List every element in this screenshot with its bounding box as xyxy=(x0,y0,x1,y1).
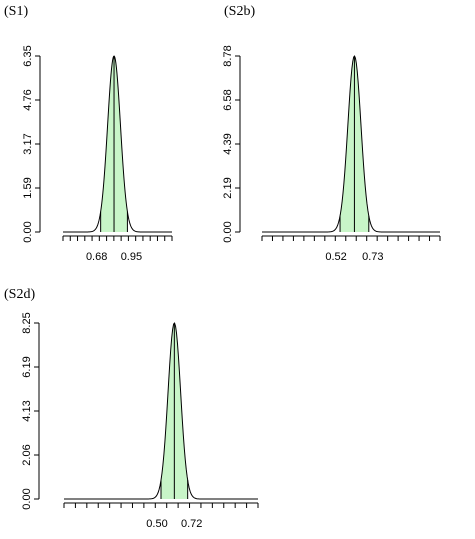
y-tick-label: 2.19 xyxy=(222,177,234,198)
plot-area: 0.00 2.19 4.39 6.58 8.78 0.52 0.73 xyxy=(222,45,441,263)
density-curve xyxy=(64,322,258,500)
panel-s1: (S1) 0.00 1.59 3.17 4.76 6.35 0.68 0.95 xyxy=(4,4,173,263)
y-tick-label: 4.76 xyxy=(22,89,34,110)
y-tick-label: 3.17 xyxy=(22,133,34,154)
y-tick-label: 6.19 xyxy=(21,356,33,377)
density-curve xyxy=(262,55,440,233)
y-tick-label: 0.00 xyxy=(22,221,34,242)
density-curve xyxy=(63,55,172,233)
x-tick-label: 0.52 xyxy=(325,251,346,263)
y-tick-label: 1.59 xyxy=(22,177,34,198)
y-tick-label: 4.13 xyxy=(21,400,33,421)
y-tick-label: 8.25 xyxy=(21,312,33,333)
panel-title: (S2b) xyxy=(224,4,255,19)
panel-title: (S1) xyxy=(4,4,28,19)
x-tick-label: 0.50 xyxy=(146,518,167,530)
y-tick-label: 0.00 xyxy=(21,488,33,509)
x-tick-label: 0.73 xyxy=(362,251,383,263)
y-tick-label: 6.35 xyxy=(22,45,34,66)
y-tick-label: 2.06 xyxy=(21,444,33,465)
x-tick-label: 0.95 xyxy=(121,251,142,263)
plot-area: 0.00 1.59 3.17 4.76 6.35 0.68 0.95 xyxy=(22,45,173,263)
panel-s2d: (S2d) 0.00 2.06 4.13 6.19 8.25 0.50 0.72 xyxy=(4,287,259,530)
y-tick-label: 4.39 xyxy=(222,133,234,154)
y-tick-label: 6.58 xyxy=(222,89,234,110)
plot-area: 0.00 2.06 4.13 6.19 8.25 0.50 0.72 xyxy=(21,312,259,530)
panel-s2b: (S2b) 0.00 2.19 4.39 6.58 8.78 0.52 0.73 xyxy=(222,4,441,263)
panel-title: (S2d) xyxy=(4,287,35,302)
x-tick-label: 0.68 xyxy=(86,251,107,263)
x-tick-label: 0.72 xyxy=(181,518,202,530)
y-tick-label: 0.00 xyxy=(222,221,234,242)
y-tick-label: 8.78 xyxy=(222,45,234,66)
